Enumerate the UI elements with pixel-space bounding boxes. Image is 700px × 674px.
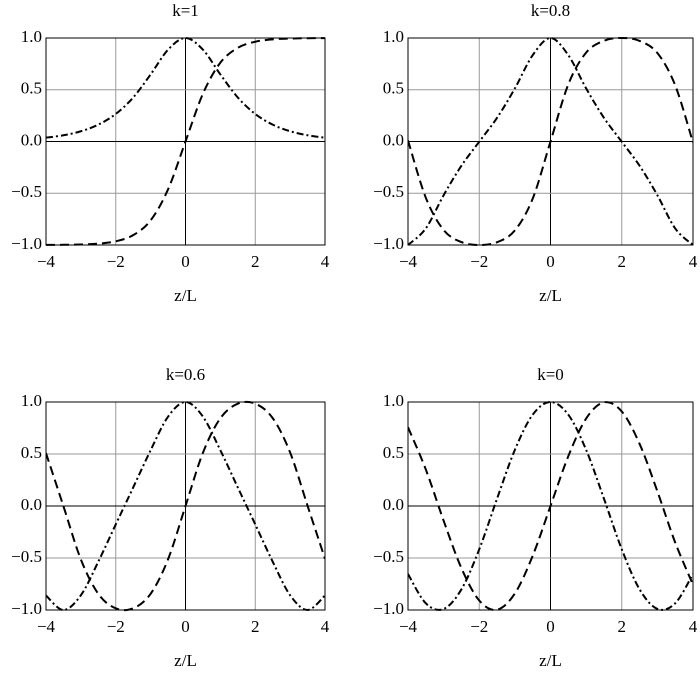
x-tick-label: −4 xyxy=(399,252,418,271)
curve xyxy=(408,400,693,611)
chart-title: k=0 xyxy=(537,365,564,384)
x-tick-label: −2 xyxy=(107,252,125,271)
y-tick-label: 1.0 xyxy=(383,391,404,410)
plot-frame xyxy=(45,401,326,611)
y-tick-label: 1.0 xyxy=(21,391,42,410)
y-tick-label: −0.5 xyxy=(11,182,42,201)
y-tick-label: −1.0 xyxy=(11,599,42,618)
x-tick-label: 4 xyxy=(689,252,698,271)
y-tick-label: 0.5 xyxy=(21,79,42,98)
curve xyxy=(46,400,325,612)
y-tick-label: 1.0 xyxy=(383,27,404,46)
x-tick-label: 2 xyxy=(618,252,627,271)
x-axis-label: z/L xyxy=(174,651,197,670)
x-tick-label: 2 xyxy=(251,252,260,271)
y-tick-label: −1.0 xyxy=(373,599,404,618)
curve xyxy=(408,36,693,247)
curve xyxy=(46,36,325,139)
x-tick-label: −2 xyxy=(107,617,125,636)
x-axis-label: z/L xyxy=(174,286,197,305)
x-axis-label: z/L xyxy=(539,286,562,305)
plot-frame xyxy=(45,37,326,246)
x-tick-label: 4 xyxy=(321,252,330,271)
x-tick-label: −4 xyxy=(37,252,56,271)
y-tick-label: −0.5 xyxy=(11,547,42,566)
x-tick-label: 0 xyxy=(546,252,555,271)
chart-title: k=0.8 xyxy=(531,1,570,20)
curve xyxy=(408,401,693,611)
curve xyxy=(46,37,325,246)
y-tick-label: 0.0 xyxy=(21,495,42,514)
y-tick-label: 0.5 xyxy=(383,79,404,98)
plot-frame xyxy=(407,401,694,611)
curve xyxy=(408,36,693,246)
y-tick-label: 0.0 xyxy=(383,130,404,149)
x-tick-label: −2 xyxy=(470,252,488,271)
x-tick-label: 4 xyxy=(689,617,698,636)
x-axis-label: z/L xyxy=(539,651,562,670)
y-tick-label: 0.0 xyxy=(383,495,404,514)
x-tick-label: 0 xyxy=(181,252,190,271)
x-tick-label: 0 xyxy=(181,617,190,636)
y-tick-label: 1.0 xyxy=(21,27,42,46)
y-tick-label: −0.5 xyxy=(373,547,404,566)
y-tick-label: −1.0 xyxy=(11,234,42,253)
x-tick-label: −4 xyxy=(399,617,418,636)
y-tick-label: −0.5 xyxy=(373,182,404,201)
y-tick-label: 0.5 xyxy=(383,443,404,462)
chart-title: k=0.6 xyxy=(166,365,205,384)
x-tick-label: 2 xyxy=(251,617,260,636)
y-tick-label: 0.5 xyxy=(21,443,42,462)
y-tick-label: 0.0 xyxy=(21,130,42,149)
y-tick-label: −1.0 xyxy=(373,234,404,253)
x-tick-label: −4 xyxy=(37,617,56,636)
x-tick-label: 4 xyxy=(321,617,330,636)
x-tick-label: −2 xyxy=(470,617,488,636)
chart-title: k=1 xyxy=(172,1,199,20)
x-tick-label: 2 xyxy=(618,617,627,636)
x-tick-label: 0 xyxy=(546,617,555,636)
